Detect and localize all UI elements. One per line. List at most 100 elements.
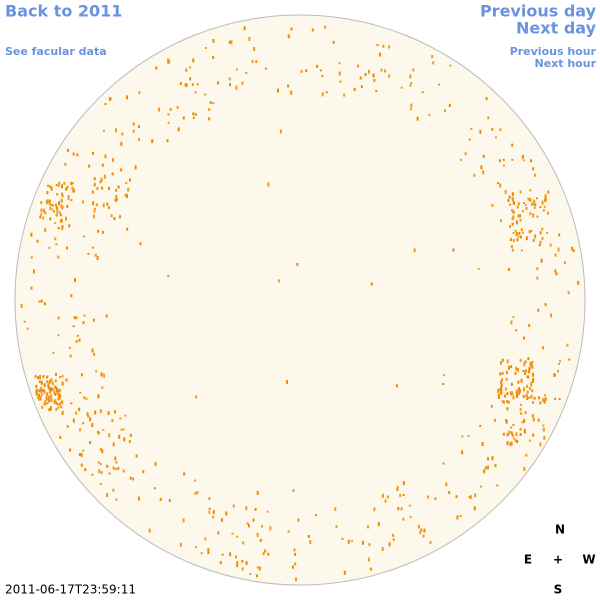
facula-spot (88, 164, 91, 168)
facula-spot (70, 402, 73, 405)
facula-spot (35, 391, 38, 396)
facula-spot (520, 378, 523, 383)
facula-spot (103, 373, 105, 378)
facula-spot (115, 461, 118, 464)
facula-spot (57, 255, 60, 259)
facula-spot (460, 158, 462, 161)
facula-spot (119, 215, 121, 219)
facula-spot (505, 371, 508, 374)
facula-spot (367, 557, 370, 562)
facula-spot (80, 373, 83, 377)
facula-spot (109, 97, 112, 101)
facula-spot (518, 387, 520, 392)
next-day-link[interactable]: Next day (516, 19, 597, 38)
facula-spot (392, 538, 395, 542)
facula-spot (480, 165, 483, 170)
facula-spot (38, 394, 41, 398)
facula-spot (370, 282, 373, 286)
facula-spot (93, 352, 96, 356)
facula-spot (126, 95, 129, 100)
facula-spot (566, 343, 569, 347)
facula-spot (499, 391, 502, 395)
facula-spot (93, 210, 96, 213)
facula-spot (104, 154, 107, 159)
facula-spot (256, 532, 259, 537)
facula-spot (76, 153, 79, 157)
facula-spot (469, 495, 472, 500)
facula-spot (500, 386, 503, 391)
facula-spot (500, 380, 503, 384)
facula-spot (101, 386, 104, 389)
facula-spot (189, 66, 192, 69)
facula-spot (255, 574, 258, 578)
facula-spot (85, 397, 88, 400)
facula-spot (402, 481, 405, 486)
facula-spot (417, 524, 420, 529)
facula-spot (517, 214, 520, 218)
facula-spot (300, 69, 303, 73)
facula-spot (59, 213, 62, 217)
facula-spot (402, 494, 405, 496)
facula-spot (125, 182, 128, 184)
previous-day-link[interactable]: Previous day (480, 2, 597, 21)
facula-spot (399, 493, 402, 497)
facula-spot (491, 456, 494, 461)
facula-spot (167, 113, 170, 116)
facula-spot (360, 85, 363, 89)
facula-spot (547, 190, 550, 194)
facula-spot (70, 294, 73, 298)
facula-spot (119, 417, 122, 420)
facula-spot (501, 358, 504, 362)
facula-spot (52, 388, 55, 392)
facula-spot (108, 472, 111, 475)
facula-spot (245, 561, 248, 565)
facula-spot (58, 388, 61, 393)
facula-spot (80, 463, 83, 467)
facula-spot (220, 518, 223, 522)
facula-spot (511, 433, 514, 437)
facula-spot (481, 441, 484, 446)
facula-spot (534, 234, 537, 239)
facula-spot (258, 566, 261, 571)
facula-spot (357, 64, 360, 68)
facula-spot (505, 377, 508, 381)
facula-spot (511, 143, 514, 147)
facula-spot (100, 471, 103, 475)
facula-spot (531, 361, 534, 363)
facula-spot (111, 419, 114, 423)
facula-spot (530, 384, 533, 387)
facula-spot (48, 246, 51, 249)
facula-spot (50, 398, 53, 402)
facula-spot (531, 389, 534, 393)
compass-north: N (555, 523, 565, 537)
facula-spot (51, 381, 54, 386)
facula-spot (61, 192, 64, 196)
facula-spot (30, 256, 33, 259)
facula-spot (316, 64, 319, 68)
previous-hour-link[interactable]: Previous hour (510, 45, 597, 58)
facula-spot (538, 396, 540, 400)
facula-spot (54, 379, 57, 383)
facula-spot (54, 222, 57, 225)
facula-spot (55, 388, 58, 392)
facula-spot (543, 205, 546, 208)
facula-spot (135, 454, 138, 458)
facula-spot (533, 206, 536, 209)
facula-spot (520, 403, 522, 406)
facula-spot (502, 400, 505, 404)
facula-spot (372, 73, 375, 78)
facula-spot (442, 462, 445, 465)
next-hour-link[interactable]: Next hour (535, 57, 597, 70)
facula-spot (40, 208, 43, 213)
facular-link[interactable]: See facular data (5, 45, 107, 58)
facula-spot (228, 40, 231, 44)
facula-spot (319, 69, 322, 72)
facula-spot (479, 485, 482, 488)
facula-spot (47, 395, 50, 399)
facula-spot (192, 112, 195, 116)
facula-spot (56, 193, 59, 196)
facula-spot (93, 184, 96, 187)
back-link[interactable]: Back to 2011 (5, 2, 122, 21)
facula-spot (61, 205, 64, 210)
